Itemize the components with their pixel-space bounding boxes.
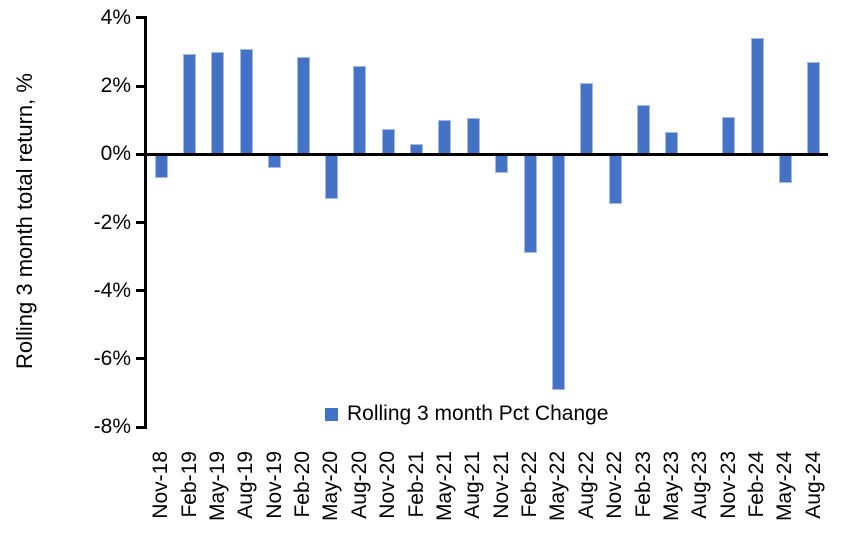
- y-tick-mark: [136, 152, 147, 156]
- bar-aug-19: [239, 48, 253, 155]
- bar-may-23: [665, 132, 679, 155]
- bar-aug-24: [807, 62, 821, 155]
- y-tick-mark: [136, 289, 147, 293]
- y-tick-label: 0%: [100, 142, 131, 166]
- bar-may-24: [778, 154, 792, 184]
- y-tick-mark: [136, 84, 147, 88]
- x-tick-label: Aug-21: [461, 451, 485, 519]
- x-tick-label: Feb-24: [745, 451, 769, 518]
- x-tick-label: Nov-22: [603, 451, 627, 519]
- x-tick-label: Nov-23: [716, 451, 740, 519]
- bar-nov-20: [381, 128, 395, 155]
- bar-feb-20: [296, 57, 310, 155]
- x-tick-label: May-20: [319, 451, 343, 522]
- x-tick-label: Feb-22: [518, 451, 542, 518]
- x-tick-label: Aug-19: [234, 451, 258, 519]
- x-tick-label: Feb-23: [631, 451, 655, 518]
- y-tick-label: -4%: [93, 278, 131, 302]
- bar-nov-23: [722, 116, 736, 155]
- y-tick-label: -6%: [93, 346, 131, 370]
- legend-label: Rolling 3 month Pct Change: [347, 402, 609, 425]
- x-tick-label: Nov-18: [149, 451, 173, 519]
- x-tick-label: Feb-19: [177, 451, 201, 518]
- x-tick-label: Aug-23: [688, 451, 712, 519]
- x-tick-label: Aug-20: [347, 451, 371, 519]
- y-tick-label: -8%: [93, 415, 131, 439]
- legend-marker-icon: [325, 407, 338, 421]
- x-tick-label: Aug-22: [574, 451, 598, 519]
- bar-may-20: [324, 154, 338, 199]
- x-tick-label: Nov-21: [489, 451, 513, 519]
- y-tick-mark: [136, 16, 147, 20]
- x-tick-label: Feb-20: [291, 451, 315, 518]
- bar-may-22: [551, 154, 565, 390]
- bar-nov-21: [495, 154, 509, 174]
- bar-may-21: [438, 120, 452, 155]
- x-tick-label: May-23: [659, 451, 683, 522]
- y-tick-label: 4%: [100, 5, 131, 29]
- bar-feb-19: [183, 53, 197, 155]
- x-axis-zero-line: [147, 153, 828, 156]
- y-tick-label: -2%: [93, 210, 131, 234]
- bar-aug-20: [353, 65, 367, 155]
- x-tick-label: Nov-20: [376, 451, 400, 519]
- bar-aug-21: [466, 118, 480, 155]
- x-tick-label: Nov-19: [262, 451, 286, 519]
- x-tick-label: May-22: [546, 451, 570, 522]
- x-tick-label: Aug-24: [801, 451, 825, 519]
- x-tick-label: May-19: [205, 451, 229, 522]
- y-axis-line: [144, 16, 147, 429]
- bar-nov-19: [268, 154, 282, 168]
- y-tick-label: 2%: [100, 74, 131, 98]
- bar-feb-24: [750, 38, 764, 155]
- y-tick-mark: [136, 357, 147, 361]
- y-tick-mark: [136, 221, 147, 224]
- bar-nov-22: [608, 154, 622, 204]
- y-tick-mark: [136, 425, 147, 429]
- bar-aug-22: [580, 82, 594, 155]
- bar-feb-22: [523, 154, 537, 254]
- x-tick-label: Feb-21: [404, 451, 428, 518]
- y-axis-title: Rolling 3 month total return, %: [12, 73, 37, 369]
- bar-may-19: [211, 52, 225, 155]
- x-tick-label: May-24: [773, 451, 797, 522]
- bar-nov-18: [154, 154, 168, 179]
- bar-feb-23: [637, 104, 651, 155]
- legend: Rolling 3 month Pct Change: [325, 402, 609, 426]
- x-tick-label: May-21: [432, 451, 456, 522]
